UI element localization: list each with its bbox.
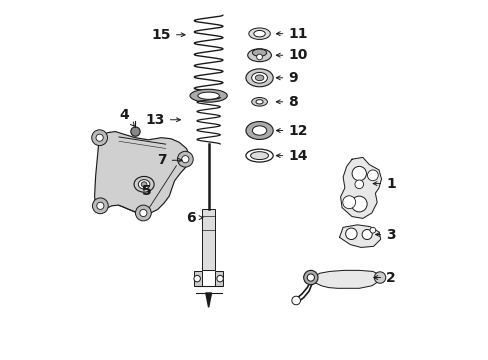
Ellipse shape [291,296,300,305]
Ellipse shape [190,89,227,102]
Ellipse shape [251,72,267,83]
Text: 3: 3 [375,228,395,242]
Polygon shape [339,225,380,247]
Ellipse shape [255,75,264,81]
Ellipse shape [177,151,193,167]
Polygon shape [308,270,379,288]
Text: 12: 12 [276,123,307,138]
Ellipse shape [369,227,375,233]
Ellipse shape [92,130,107,145]
Text: 2: 2 [373,271,395,284]
Ellipse shape [256,54,262,60]
Text: 9: 9 [276,71,297,85]
Ellipse shape [134,176,154,192]
Ellipse shape [251,98,267,106]
Ellipse shape [247,49,271,62]
Ellipse shape [97,202,104,210]
Text: 1: 1 [372,177,395,190]
Polygon shape [293,299,298,302]
FancyBboxPatch shape [215,271,223,286]
Ellipse shape [253,31,265,37]
Text: 4: 4 [119,108,134,126]
Text: 5: 5 [142,184,151,198]
Text: 15: 15 [151,28,184,42]
Ellipse shape [345,228,356,239]
Ellipse shape [351,196,366,212]
Text: 13: 13 [145,113,180,127]
Text: 8: 8 [276,95,297,109]
Text: 10: 10 [276,48,307,62]
Text: 14: 14 [276,149,307,163]
Text: 6: 6 [186,211,203,225]
Ellipse shape [198,92,219,99]
Ellipse shape [367,170,378,181]
Text: 7: 7 [157,153,182,167]
Ellipse shape [217,275,223,282]
Ellipse shape [306,274,314,281]
Ellipse shape [141,182,147,187]
Polygon shape [340,157,381,219]
Ellipse shape [135,205,151,221]
Text: 11: 11 [276,27,307,41]
FancyBboxPatch shape [194,271,202,286]
Polygon shape [205,293,211,307]
Ellipse shape [250,152,268,159]
Ellipse shape [342,196,355,209]
Ellipse shape [373,272,385,283]
Ellipse shape [248,28,270,40]
Ellipse shape [245,122,273,139]
Ellipse shape [92,198,108,214]
Ellipse shape [255,100,263,104]
Ellipse shape [131,127,140,136]
Ellipse shape [245,69,273,87]
Ellipse shape [252,49,266,56]
Ellipse shape [303,270,317,285]
FancyBboxPatch shape [202,209,215,270]
Ellipse shape [182,156,188,163]
Ellipse shape [354,180,363,189]
Ellipse shape [194,275,200,282]
Ellipse shape [140,210,147,217]
Ellipse shape [362,229,371,239]
Polygon shape [94,132,190,214]
Ellipse shape [96,134,103,141]
Ellipse shape [252,126,266,135]
Ellipse shape [351,166,366,181]
Ellipse shape [138,180,149,189]
